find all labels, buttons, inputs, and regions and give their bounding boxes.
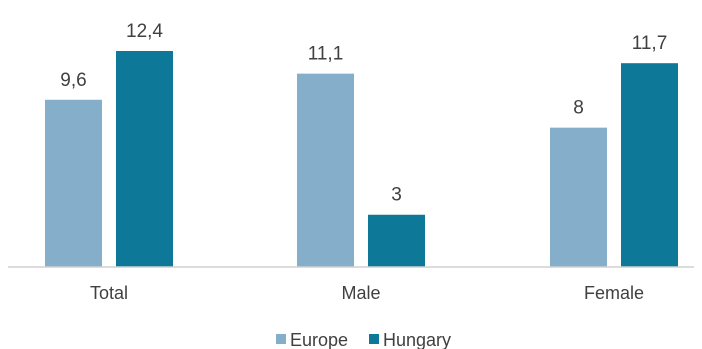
legend-label-hungary: Hungary (383, 330, 451, 349)
category-labels-group: Total Male Female (90, 283, 644, 303)
bar-hungary-total (116, 51, 173, 267)
category-label-female: Female (584, 283, 644, 303)
bar-europe-total (45, 99, 102, 267)
bar-europe-male (297, 73, 354, 267)
value-labels-group: 9,6 12,4 11,1 3 8 11,7 (60, 21, 667, 206)
category-label-male: Male (341, 283, 380, 303)
bar-europe-female (550, 127, 607, 267)
legend: Europe Hungary (276, 330, 451, 349)
value-label-europe-female: 8 (573, 98, 584, 119)
bar-hungary-female (621, 63, 678, 268)
legend-label-europe: Europe (290, 330, 348, 349)
category-label-total: Total (90, 283, 128, 303)
value-label-hungary-male: 3 (391, 185, 402, 206)
value-label-hungary-total: 12,4 (126, 21, 163, 42)
legend-swatch-hungary (369, 334, 379, 344)
value-label-europe-male: 11,1 (308, 44, 344, 65)
bars-group (45, 51, 678, 268)
value-label-europe-total: 9,6 (60, 70, 86, 91)
value-label-hungary-female: 11,7 (632, 33, 668, 54)
legend-swatch-europe (276, 334, 286, 344)
bar-hungary-male (368, 214, 425, 267)
